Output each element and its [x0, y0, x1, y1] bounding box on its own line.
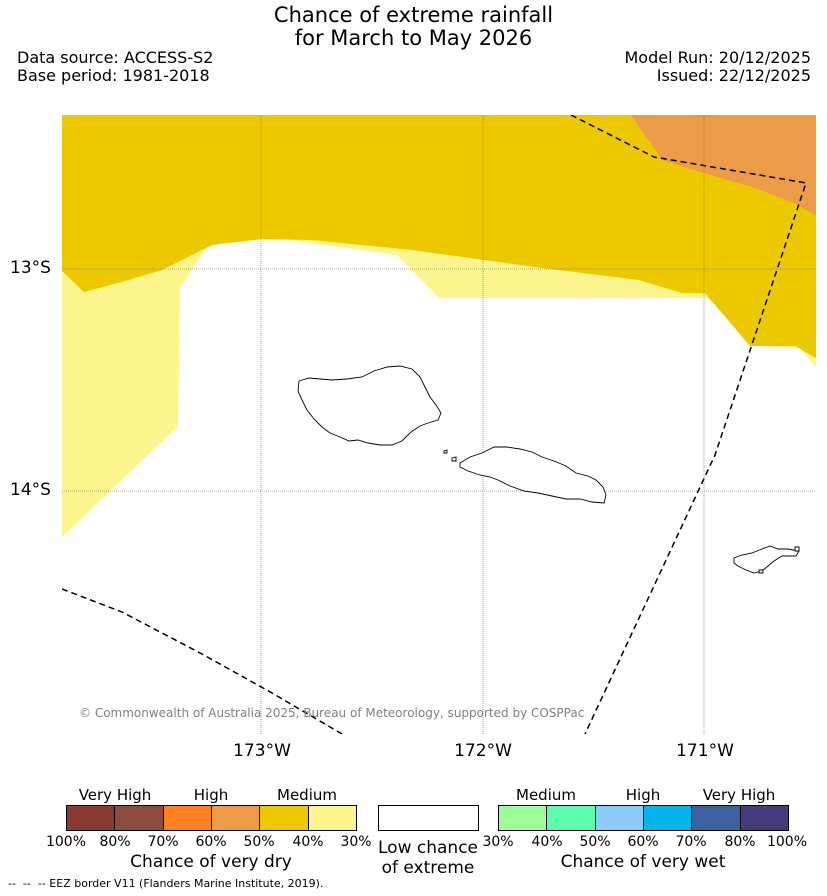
base-period: Base period: 1981-2018 [17, 66, 210, 85]
data-source: Data source: ACCESS-S2 [17, 48, 214, 67]
aunuu-island [758, 569, 764, 574]
rainfall-map [62, 115, 816, 734]
dry-pct-80: 80% [99, 834, 131, 850]
dry-cat-high: High [193, 786, 229, 804]
eez-footnote: -- -- -- EEZ border V11 (Flanders Marine… [8, 877, 324, 890]
eez-line-south [62, 588, 343, 734]
wet-swatch-30-40 [499, 806, 548, 830]
apolima-island [451, 456, 457, 462]
wet-pct-70: 70% [675, 834, 707, 850]
issued-date: Issued: 22/12/2025 [656, 66, 811, 85]
dry-swatch-80-70 [115, 806, 164, 830]
wet-cat-very-high: Very High [702, 786, 776, 804]
lon-label-171w: 171°W [676, 741, 734, 761]
dry-swatch-50-40 [260, 806, 309, 830]
dry-swatch-70-60 [163, 806, 212, 830]
wet-caption: Chance of very wet [560, 852, 726, 872]
low-chance-line-2: of extreme [381, 858, 475, 878]
lat-label-14s: 14°S [10, 480, 51, 500]
wet-pct-100: 100% [766, 834, 808, 850]
upolu-island [459, 446, 607, 504]
dry-cat-very-high: Very High [78, 786, 152, 804]
dry-pct-40: 40% [292, 834, 324, 850]
wet-pct-40: 40% [531, 834, 563, 850]
wet-swatch-60-70 [643, 806, 693, 830]
wet-colorbar [498, 805, 789, 831]
title-line-2: for March to May 2026 [294, 26, 533, 50]
dry-pct-60: 60% [195, 834, 227, 850]
dry-pct-30: 30% [340, 834, 372, 850]
wet-pct-30: 30% [482, 834, 514, 850]
tutuila-east-islet [794, 546, 800, 552]
copyright-notice: © Commonwealth of Australia 2025, Bureau… [79, 706, 585, 720]
dry-swatch-100-80 [67, 806, 116, 830]
dry-pct-50: 50% [243, 834, 275, 850]
graticule [62, 115, 816, 734]
lon-label-172w: 172°W [454, 741, 512, 761]
dry-swatch-60-50 [211, 806, 261, 830]
manono-island [443, 449, 448, 454]
dry-colorbar [66, 805, 357, 831]
wet-cat-medium: Medium [516, 786, 576, 804]
wet-pct-50: 50% [579, 834, 611, 850]
lat-label-13s: 13°S [10, 258, 51, 278]
dry-cat-medium: Medium [277, 786, 337, 804]
low-chance-swatch [378, 805, 479, 831]
wet-swatch-40-50 [547, 806, 596, 830]
medium-band-dark [62, 115, 816, 358]
model-run: Model Run: 20/12/2025 [624, 48, 812, 67]
wet-cat-high: High [625, 786, 661, 804]
title-line-1: Chance of extreme rainfall [273, 3, 554, 27]
high-band [631, 115, 816, 215]
islands [297, 365, 800, 574]
dry-caption: Chance of very dry [130, 852, 292, 872]
dry-swatch-40-30 [308, 806, 356, 830]
wet-swatch-70-80 [692, 806, 741, 830]
eez-borders [62, 115, 807, 734]
wet-pct-80: 80% [724, 834, 756, 850]
low-chance-line-1: Low chance [378, 838, 478, 858]
lon-label-173w: 173°W [233, 741, 291, 761]
tutuila-island [733, 545, 800, 574]
savaii-island [297, 365, 442, 446]
wet-swatch-80-100 [740, 806, 788, 830]
wet-pct-60: 60% [627, 834, 659, 850]
dry-pct-100: 100% [45, 834, 87, 850]
wet-swatch-50-60 [595, 806, 644, 830]
eez-line-north [570, 115, 807, 734]
dry-pct-70: 70% [147, 834, 179, 850]
